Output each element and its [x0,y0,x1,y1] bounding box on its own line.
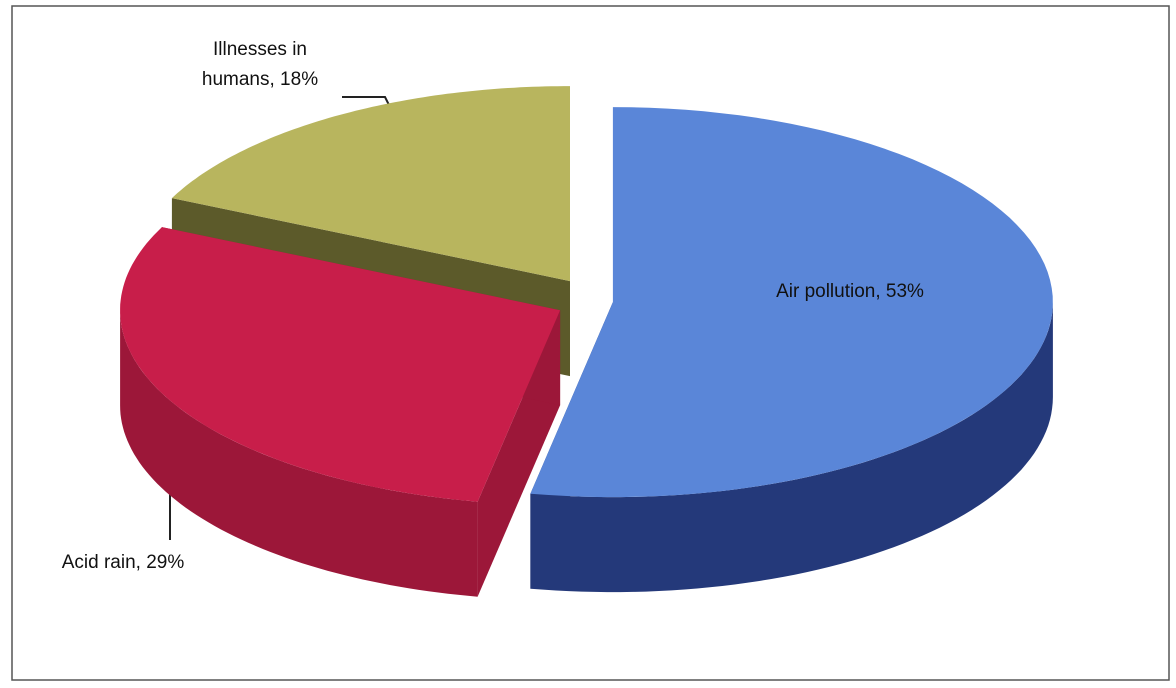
slice-wall [530,302,1053,593]
slice-wall [120,310,478,597]
data-label: Acid rain, 29% [61,552,185,573]
pie [120,86,1053,597]
slice [120,227,561,502]
data-label: Air pollution, 53% [776,281,924,302]
slice [530,107,1053,498]
data-label: Illnesses in humans, 18% [201,39,319,90]
slice [171,86,570,282]
